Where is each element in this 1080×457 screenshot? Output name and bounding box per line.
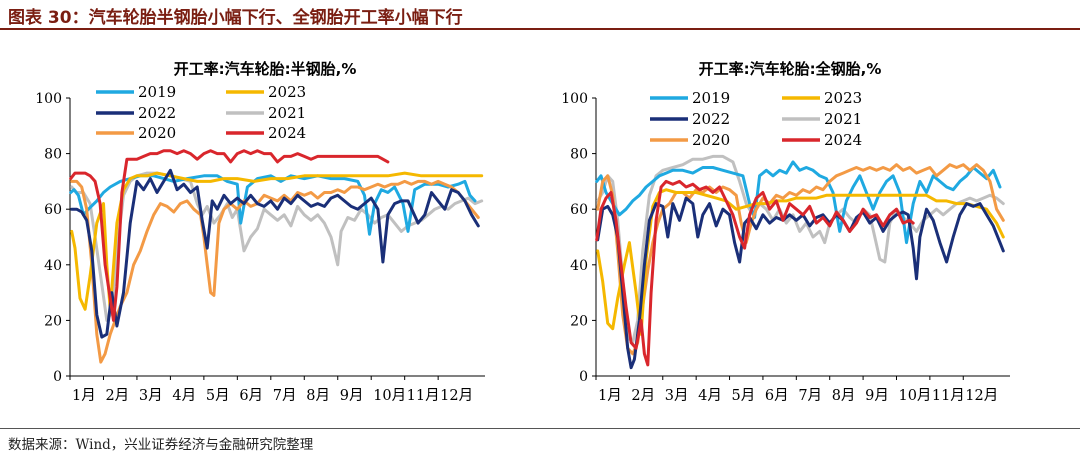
series-line-2019 [595, 160, 1002, 245]
y-tick-label: 20 [44, 313, 62, 329]
y-tick-label: 80 [570, 147, 588, 163]
x-tick-label: 5月 [732, 388, 756, 404]
legend-label-2023: 2023 [268, 83, 306, 101]
x-tick-label: 6月 [765, 388, 789, 404]
y-tick-label: 100 [561, 91, 588, 107]
x-tick-label: 11月 [932, 388, 965, 404]
y-tick-label: 60 [44, 202, 62, 218]
legend-label-2019: 2019 [138, 83, 176, 101]
chart-title: 开工率:汽车轮胎:半钢胎,% [174, 60, 357, 78]
x-tick-label: 4月 [172, 388, 196, 404]
header-rule [0, 28, 1080, 30]
series-line-2022 [596, 196, 1005, 370]
x-tick-label: 3月 [665, 388, 689, 404]
series-line-2022 [70, 168, 480, 339]
series-line-2021 [596, 154, 1005, 345]
chart-semi-steel: 开工率:汽车轮胎:半钢胎,% 0 20 40 60 80 100 1月 2月 3月 4月 5月 6月 7月… [35, 60, 485, 404]
x-tick-label: 7月 [273, 388, 297, 404]
legend-label-2022: 2022 [692, 110, 730, 128]
source-note: 数据来源：Wind，兴业证券经济与金融研究院整理 [8, 437, 314, 453]
x-tick-label: 5月 [206, 388, 230, 404]
y-tick-label: 20 [570, 313, 588, 329]
x-tick-label: 1月 [598, 388, 622, 404]
y-tick-label: 0 [579, 369, 588, 385]
series-line-2023 [70, 171, 484, 311]
x-tick-label: 2月 [631, 388, 655, 404]
y-tick-label: 100 [35, 91, 62, 107]
y-tick-label: 40 [570, 258, 588, 274]
x-tick-label: 4月 [698, 388, 722, 404]
y-tick-label: 80 [44, 147, 62, 163]
legend-label-2021: 2021 [268, 104, 306, 122]
x-tick-label: 11月 [407, 388, 440, 404]
y-tick-label: 40 [44, 258, 62, 274]
footer-rule [0, 428, 1080, 429]
x-tick-label: 3月 [139, 388, 163, 404]
legend-label-2020: 2020 [692, 131, 730, 149]
y-tick-label: 0 [53, 369, 62, 385]
x-tick-label: 8月 [832, 388, 856, 404]
legend-label-2019: 2019 [692, 89, 730, 107]
x-tick-label: 10月 [898, 388, 931, 404]
x-tick-label: 2月 [105, 388, 129, 404]
x-tick-label: 7月 [798, 388, 822, 404]
legend-label-2020: 2020 [138, 124, 176, 142]
legend-label-2024: 2024 [824, 131, 862, 149]
series-line-2024 [69, 149, 390, 322]
x-tick-label: 12月 [965, 388, 998, 404]
x-tick-label: 9月 [865, 388, 889, 404]
x-tick-label: 9月 [340, 388, 364, 404]
chart-panel-all-steel: 开工率:汽车轮胎:全钢胎,% 0 20 40 60 80 100 1月 2月 3月 4月 5月 6月 7月… [540, 30, 1080, 428]
y-tick-label: 60 [570, 202, 588, 218]
chart-panel-semi-steel: 开工率:汽车轮胎:半钢胎,% 0 20 40 60 80 100 1月 2月 3月 4月 5月 6月 7月… [0, 30, 540, 428]
series-line-2020 [596, 163, 1005, 356]
legend-label-2024: 2024 [268, 124, 306, 142]
figure-header: 图表 30：汽车轮胎半钢胎小幅下行、全钢胎开工率小幅下行 [0, 0, 1080, 30]
x-tick-label: 8月 [306, 388, 330, 404]
x-tick-label: 1月 [72, 388, 96, 404]
chart-all-steel: 开工率:汽车轮胎:全钢胎,% 0 20 40 60 80 100 1月 2月 3月 4月 5月 6月 7月… [561, 60, 1010, 404]
x-tick-label: 12月 [440, 388, 473, 404]
legend-label-2023: 2023 [824, 89, 862, 107]
chart-title: 开工率:汽车轮胎:全钢胎,% [699, 60, 882, 78]
figure-title: 图表 30：汽车轮胎半钢胎小幅下行、全钢胎开工率小幅下行 [8, 8, 463, 28]
legend-label-2021: 2021 [824, 110, 862, 128]
x-tick-label: 10月 [373, 388, 406, 404]
x-tick-label: 6月 [239, 388, 263, 404]
legend-label-2022: 2022 [138, 104, 176, 122]
series-line-2024 [595, 179, 915, 367]
